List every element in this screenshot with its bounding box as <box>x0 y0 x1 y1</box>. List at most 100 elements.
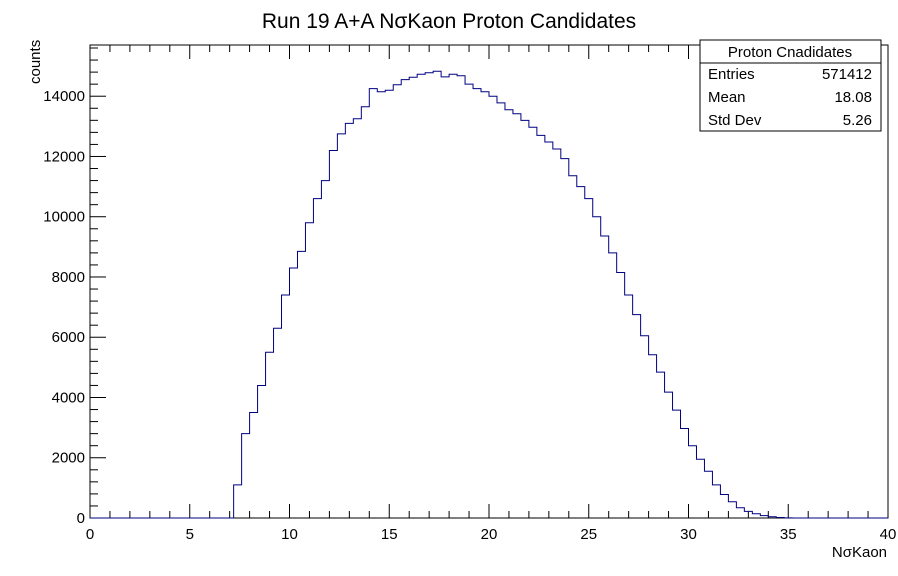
histogram-bin <box>329 150 337 518</box>
y-tick-label: 10000 <box>43 209 85 226</box>
x-tick-label: 30 <box>680 526 697 543</box>
y-tick-label: 8000 <box>52 269 85 286</box>
histogram-bin <box>728 502 736 518</box>
histogram-bin <box>290 268 298 518</box>
histogram-bin <box>321 181 329 518</box>
histogram-bin <box>258 385 266 518</box>
stats-mean-value: 18.08 <box>834 89 872 106</box>
histogram-bin <box>521 120 529 518</box>
histogram-bin <box>593 217 601 518</box>
histogram-bin <box>760 516 768 518</box>
histogram-bin <box>393 85 401 518</box>
histogram-bin <box>489 96 497 518</box>
histogram-bin <box>345 123 353 518</box>
x-tick-label: 15 <box>381 526 398 543</box>
histogram-bin <box>752 514 760 518</box>
histogram-bin <box>633 315 641 518</box>
x-tick-label: 20 <box>481 526 498 543</box>
histogram-bin <box>537 135 545 518</box>
histogram-bin <box>305 223 313 518</box>
histogram-bin <box>337 134 345 518</box>
histogram-bin <box>657 372 665 518</box>
histogram-bin <box>569 176 577 518</box>
histogram-bin <box>377 92 385 518</box>
histogram-series-line <box>90 70 888 519</box>
chart-title: Run 19 A+A NσKaon Proton Candidates <box>262 10 636 33</box>
y-tick-label: 12000 <box>43 148 85 165</box>
histogram-bin <box>369 89 377 518</box>
histogram-bin <box>545 142 553 518</box>
stats-legend-box: Proton Cnadidates Entries 571412 Mean 18… <box>699 39 882 132</box>
x-tick-label: 0 <box>86 526 94 543</box>
histogram-bin <box>561 159 569 518</box>
histogram-bin <box>529 127 537 518</box>
histogram-bin <box>712 485 720 518</box>
y-tick-label: 14000 <box>43 88 85 105</box>
x-tick-label: 35 <box>780 526 797 543</box>
histogram-bin <box>481 92 489 518</box>
histogram-bins <box>234 71 793 518</box>
histogram-bin <box>704 471 712 518</box>
histogram-bin <box>401 80 409 518</box>
histogram-bin <box>665 392 673 518</box>
y-tick-label: 4000 <box>52 389 85 406</box>
histogram-bin <box>768 517 776 518</box>
y-axis-label: counts <box>27 40 44 84</box>
histogram-bin <box>513 114 521 518</box>
y-tick-label: 6000 <box>52 329 85 346</box>
histogram-bin <box>689 446 697 518</box>
histogram-bin <box>266 352 274 518</box>
histogram-bin <box>441 77 449 518</box>
histogram-bin <box>497 103 505 518</box>
x-tick-label: 25 <box>580 526 597 543</box>
histogram-bin <box>313 199 321 518</box>
stats-mean-label: Mean <box>708 89 746 106</box>
x-tick-label: 10 <box>281 526 298 543</box>
histogram-bin <box>457 76 465 518</box>
histogram-bin <box>553 149 561 518</box>
x-axis-label: NσKaon <box>832 544 887 561</box>
stats-stddev-value: 5.26 <box>843 112 872 129</box>
histogram-bin <box>577 187 585 518</box>
histogram-bin <box>617 272 625 518</box>
stats-stddev-label: Std Dev <box>708 112 762 129</box>
histogram-bin <box>649 355 657 518</box>
histogram-bin <box>601 236 609 518</box>
histogram-bin <box>385 90 393 518</box>
histogram-bin <box>274 328 282 518</box>
y-tick-label: 2000 <box>52 450 85 467</box>
histogram-bin <box>585 199 593 518</box>
histogram-bin <box>297 251 305 518</box>
histogram-bin <box>744 511 752 518</box>
histogram-bin <box>465 84 473 518</box>
x-tick-label: 5 <box>186 526 194 543</box>
histogram-bin <box>242 434 250 518</box>
histogram-bin <box>681 429 689 518</box>
histogram-bin <box>609 253 617 518</box>
histogram-bin <box>696 459 704 518</box>
histogram-bin <box>505 110 513 518</box>
histogram-bin <box>250 413 258 518</box>
y-tick-label: 0 <box>77 510 85 527</box>
histogram-bin <box>673 410 681 518</box>
stats-entries-label: Entries <box>708 66 755 83</box>
stats-entries-value: 571412 <box>822 66 872 83</box>
histogram-bin <box>409 77 417 518</box>
x-tick-label: 40 <box>880 526 897 543</box>
histogram-bin <box>625 295 633 518</box>
tick-labels: 0 5 10 15 20 25 30 35 40 0 2000 4000 6000 8000 10000 12… <box>43 88 896 543</box>
histogram-bin <box>641 336 649 518</box>
histogram-bin <box>361 107 369 518</box>
histogram-bin <box>720 495 728 518</box>
stats-box-frame <box>699 39 882 132</box>
stats-title: Proton Cnadidates <box>728 44 852 61</box>
histogram-bin <box>736 508 744 518</box>
histogram-bin <box>234 485 242 518</box>
histogram-bin <box>449 74 457 518</box>
histogram-bin <box>425 73 433 518</box>
histogram-bin <box>433 71 441 518</box>
histogram-bin <box>282 295 290 518</box>
histogram-bin <box>473 89 481 518</box>
histogram-bin <box>353 119 361 518</box>
